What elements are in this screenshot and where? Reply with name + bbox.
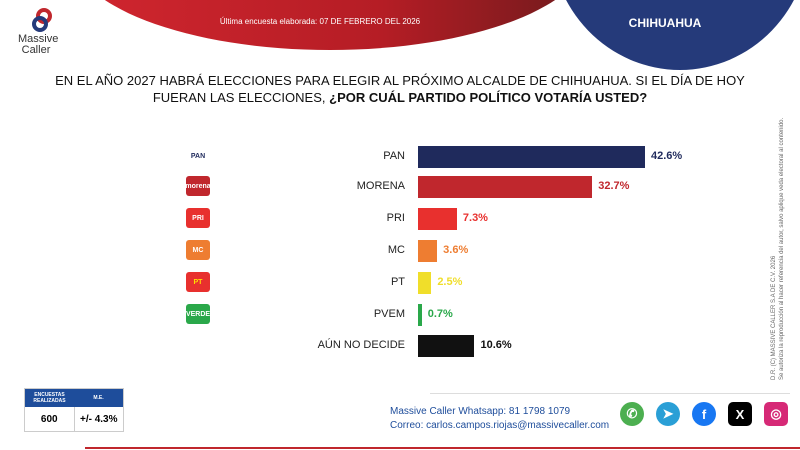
copyright: D.R. (C) MASSIVE CALLER S.A DE C.V. 2026… [770, 118, 786, 380]
category-label: MC [387, 244, 405, 256]
brand-logo: Massive Caller [18, 8, 59, 56]
bar-row: PT PT 2.5% [0, 272, 760, 294]
party-logo-icon: PT [186, 272, 210, 292]
contact: Massive Caller Whatsapp: 81 1798 1079 Co… [390, 405, 609, 433]
question-text: EN EL AÑO 2027 HABRÁ ELECCIONES PARA ELE… [55, 73, 745, 105]
stats-table: ENCUESTAS REALIZADAS M.E. 600 +/- 4.3% [24, 388, 124, 432]
value-label: 42.6% [651, 150, 683, 162]
party-logo-icon: PAN [186, 146, 210, 166]
category-label: AÚN NO DECIDE [317, 339, 405, 351]
value-label: 2.5% [437, 276, 463, 288]
brand-name-1: Massive [18, 33, 59, 45]
brand-mark-icon [23, 8, 52, 34]
copyright-line1: D.R. (C) MASSIVE CALLER S.A DE C.V. 2026 [771, 255, 777, 380]
bar [418, 176, 593, 198]
bar [418, 335, 475, 357]
party-logo-icon: PRI [186, 208, 210, 228]
survey-date: Última encuesta elaborada: 07 DE FEBRERO… [219, 17, 421, 26]
stats-header-sample: ENCUESTAS REALIZADAS [33, 392, 66, 404]
bar-row: PAN PAN 42.6% [0, 146, 760, 168]
brand-name-2: Caller [21, 44, 51, 56]
instagram-icon[interactable]: ◎ [764, 402, 788, 426]
copyright-line2: Se autoriza la reproducción al hacer ref… [779, 117, 785, 380]
bar [418, 304, 422, 326]
contact-email: Correo: carlos.campos.riojas@massivecall… [390, 420, 610, 431]
bar-row: VERDE PVEM 0.7% [0, 304, 760, 326]
bar-row: AÚN NO DECIDE 10.6% [0, 335, 760, 357]
contact-whatsapp: Massive Caller Whatsapp: 81 1798 1079 [390, 406, 571, 417]
x-icon[interactable]: X [728, 402, 752, 426]
divider [430, 393, 790, 394]
party-logo-icon: MC [186, 240, 210, 260]
bar [418, 240, 438, 262]
stats-header-margin: M.E. [93, 395, 104, 401]
region-title: CHIHUAHUA [628, 16, 702, 30]
party-logo-icon: morena [185, 176, 211, 196]
bar-row: morena MORENA 32.7% [0, 176, 760, 198]
stats-margin: +/- 4.3% [73, 407, 124, 431]
question: EN EL AÑO 2027 HABRÁ ELECCIONES PARA ELE… [40, 72, 760, 106]
question-emphasis: ¿POR CUÁL PARTIDO POLÍTICO VOTARÍA USTED… [329, 90, 648, 105]
category-label: PRI [386, 212, 405, 224]
value-label: 3.6% [443, 244, 469, 256]
value-label: 7.3% [462, 212, 488, 224]
whatsapp-icon[interactable]: ✆ [620, 402, 644, 426]
value-label: 10.6% [480, 339, 512, 351]
bar-row: PRI PRI 7.3% [0, 208, 760, 230]
bar [418, 146, 645, 168]
category-label: MORENA [356, 180, 405, 192]
value-label: 0.7% [427, 308, 453, 320]
bar-row: MC MC 3.6% [0, 240, 760, 262]
stats-sample: 600 [40, 413, 58, 425]
telegram-icon[interactable]: ➤ [656, 402, 680, 426]
party-logo-icon: VERDE [186, 304, 210, 324]
header-blue-band [550, 0, 800, 70]
category-label: PVEM [373, 308, 405, 320]
bar [418, 208, 457, 230]
facebook-icon[interactable]: f [692, 402, 716, 426]
bar [418, 272, 432, 294]
category-label: PT [390, 276, 405, 288]
footer-line [85, 447, 800, 449]
value-label: 32.7% [598, 180, 630, 192]
category-label: PAN [383, 150, 405, 162]
